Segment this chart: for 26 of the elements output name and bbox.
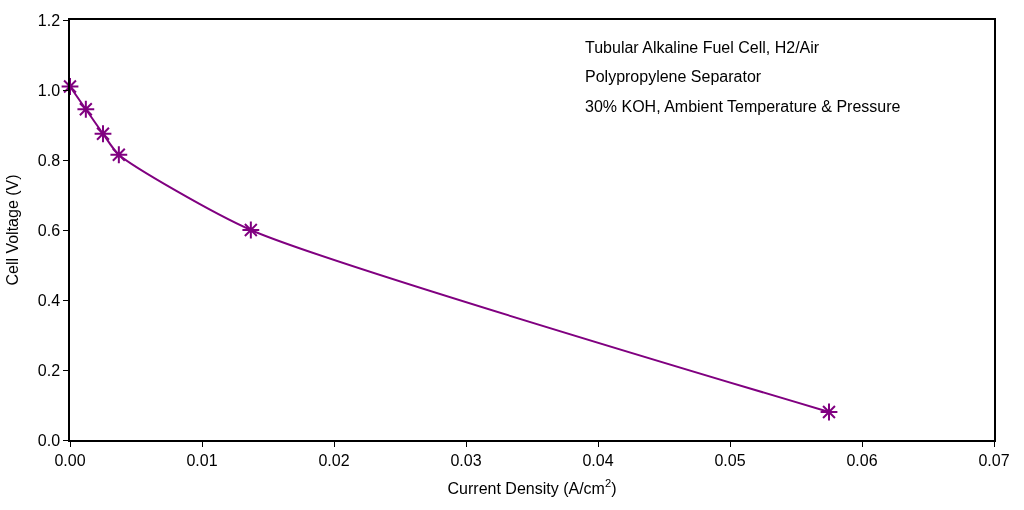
annotation: Tubular Alkaline Fuel Cell, H2/Air bbox=[585, 39, 820, 56]
point bbox=[241, 220, 261, 240]
x-tick-label: 0.05 bbox=[714, 451, 746, 469]
point bbox=[93, 124, 113, 144]
y-axis-title: Cell Voltage (V) bbox=[4, 174, 22, 286]
x-tick-label: 0.06 bbox=[846, 451, 878, 469]
point bbox=[109, 145, 129, 165]
y-tick-label: 0.0 bbox=[37, 431, 61, 449]
point bbox=[60, 77, 80, 96]
annotation: Polypropylene Separator bbox=[585, 68, 762, 85]
x-axis-title: Current Density (A/cm$^{2}$) bbox=[447, 477, 617, 498]
x-tick-label: 0.04 bbox=[582, 451, 614, 469]
y-tick-label: 1.2 bbox=[37, 11, 61, 29]
y-tick-label: 0.4 bbox=[37, 291, 61, 309]
x-tick-label: 0.07 bbox=[978, 451, 1010, 469]
point bbox=[76, 99, 96, 119]
point bbox=[819, 402, 839, 422]
x-tick-label: 0.00 bbox=[54, 451, 86, 469]
y-tick-label: 0.2 bbox=[37, 361, 61, 379]
x-tick-label: 0.01 bbox=[186, 451, 218, 469]
x-tick-label: 0.03 bbox=[450, 451, 482, 469]
y-tick-label: 0.6 bbox=[37, 221, 61, 239]
annotation: 30% KOH, Ambient Temperature & Pressure bbox=[585, 98, 901, 115]
x-tick-label: 0.02 bbox=[318, 451, 350, 469]
y-tick-label: 0.8 bbox=[37, 151, 61, 169]
y-tick-label: 1.0 bbox=[37, 81, 61, 99]
